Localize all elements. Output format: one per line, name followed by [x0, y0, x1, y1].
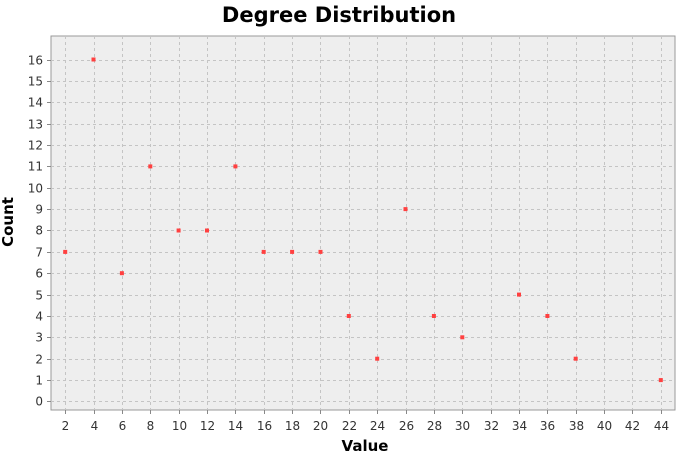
x-tick-label: 32 — [484, 419, 499, 433]
x-tick-label: 36 — [540, 419, 555, 433]
data-point — [205, 228, 209, 233]
x-tick-label: 10 — [172, 419, 187, 433]
data-point — [460, 335, 465, 340]
x-tick-label: 20 — [313, 419, 328, 433]
data-point — [233, 164, 238, 169]
y-tick-label: 14 — [28, 96, 43, 110]
x-tick-label: 22 — [342, 419, 357, 433]
data-point — [176, 228, 181, 233]
x-tick-label: 26 — [399, 419, 414, 433]
x-tick-label: 30 — [455, 419, 470, 433]
y-tick-label: 15 — [28, 75, 43, 89]
y-tick-label: 13 — [28, 118, 43, 132]
data-point — [517, 292, 521, 297]
y-tick-label: 10 — [28, 182, 43, 196]
x-tick-label: 6 — [119, 419, 127, 433]
x-tick-label: 2 — [62, 419, 70, 433]
data-point — [261, 249, 266, 254]
x-tick-label: 18 — [285, 419, 300, 433]
x-tick-label: 40 — [597, 419, 612, 433]
y-tick-label: 7 — [35, 246, 43, 260]
data-point — [63, 249, 68, 254]
data-point — [375, 356, 380, 361]
x-tick-label: 28 — [427, 419, 442, 433]
data-point — [658, 378, 663, 383]
data-point — [290, 249, 295, 254]
y-tick-label: 1 — [35, 374, 43, 388]
x-tick-label: 24 — [370, 419, 385, 433]
x-tick-label: 16 — [257, 419, 272, 433]
grid-lines — [51, 36, 675, 410]
plot-area — [50, 35, 676, 411]
x-tick-label: 34 — [512, 419, 527, 433]
data-point — [403, 207, 408, 212]
data-point — [431, 314, 436, 318]
y-tick-label: 4 — [35, 310, 43, 324]
y-tick-label: 2 — [35, 353, 43, 367]
x-tick-label: 42 — [625, 419, 640, 433]
y-tick-label: 11 — [28, 160, 43, 174]
y-tick-label: 3 — [35, 331, 43, 345]
data-point — [573, 356, 578, 361]
data-point — [148, 164, 153, 169]
x-tick-label: 8 — [147, 419, 155, 433]
x-tick-label: 14 — [228, 419, 243, 433]
data-points — [63, 57, 663, 383]
chart-title: Degree Distribution — [221, 3, 457, 27]
x-axis: 2 4 6 8 10 12 14 16 18 20 22 24 26 28 30 32 34 36 38 40 42 44 — [62, 410, 669, 433]
data-point — [318, 249, 323, 254]
y-tick-label: 0 — [35, 395, 43, 409]
x-tick-label: 4 — [91, 419, 99, 433]
x-tick-label: 44 — [654, 419, 669, 433]
y-tick-label: 5 — [35, 289, 43, 303]
y-tick-label: 6 — [35, 267, 43, 281]
y-axis-label: Count — [0, 197, 17, 247]
y-tick-label: 16 — [28, 54, 43, 68]
y-tick-label: 8 — [35, 224, 43, 238]
data-point — [346, 314, 351, 318]
data-point — [119, 271, 124, 276]
y-tick-label: 9 — [35, 203, 43, 217]
x-tick-label: 38 — [569, 419, 584, 433]
x-axis-label: Value — [341, 437, 389, 455]
y-tick-label: 12 — [28, 139, 43, 153]
data-point — [91, 57, 96, 62]
x-tick-label: 12 — [200, 419, 215, 433]
data-point — [545, 314, 550, 318]
